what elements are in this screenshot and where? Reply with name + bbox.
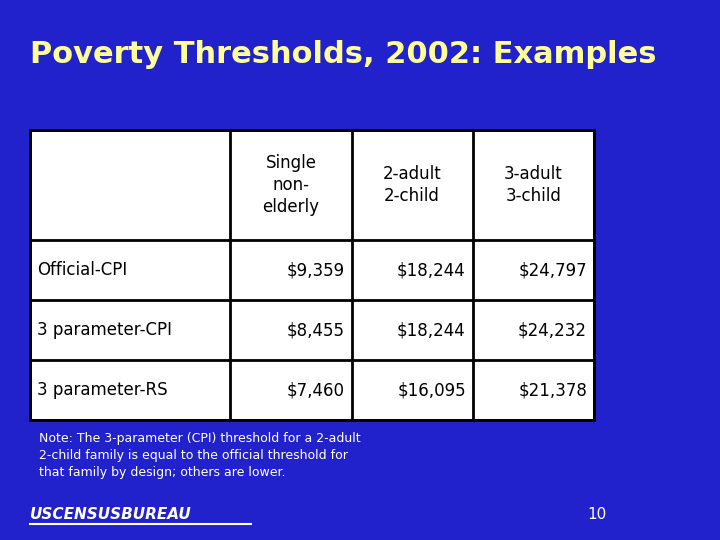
- Text: $24,797: $24,797: [518, 261, 587, 279]
- Text: $18,244: $18,244: [397, 261, 466, 279]
- Text: 3 parameter-CPI: 3 parameter-CPI: [37, 321, 172, 339]
- Text: Single
non-
elderly: Single non- elderly: [262, 154, 320, 216]
- Text: $8,455: $8,455: [287, 321, 345, 339]
- Text: $9,359: $9,359: [287, 261, 345, 279]
- Text: Official-CPI: Official-CPI: [37, 261, 127, 279]
- Text: $7,460: $7,460: [287, 381, 345, 399]
- Text: $18,244: $18,244: [397, 321, 466, 339]
- Text: 2-adult
2-child: 2-adult 2-child: [383, 165, 441, 205]
- Text: 10: 10: [588, 507, 607, 522]
- Text: $24,232: $24,232: [518, 321, 587, 339]
- Text: Note: The 3-parameter (CPI) threshold for a 2-adult
2-child family is equal to t: Note: The 3-parameter (CPI) threshold fo…: [39, 432, 361, 479]
- Text: Poverty Thresholds, 2002: Examples: Poverty Thresholds, 2002: Examples: [30, 40, 657, 69]
- Text: USCENSUSBUREAU: USCENSUSBUREAU: [30, 507, 192, 522]
- Text: 3 parameter-RS: 3 parameter-RS: [37, 381, 168, 399]
- FancyBboxPatch shape: [30, 130, 594, 420]
- Text: 3-adult
3-child: 3-adult 3-child: [504, 165, 563, 205]
- Text: $16,095: $16,095: [397, 381, 466, 399]
- Text: $21,378: $21,378: [518, 381, 587, 399]
